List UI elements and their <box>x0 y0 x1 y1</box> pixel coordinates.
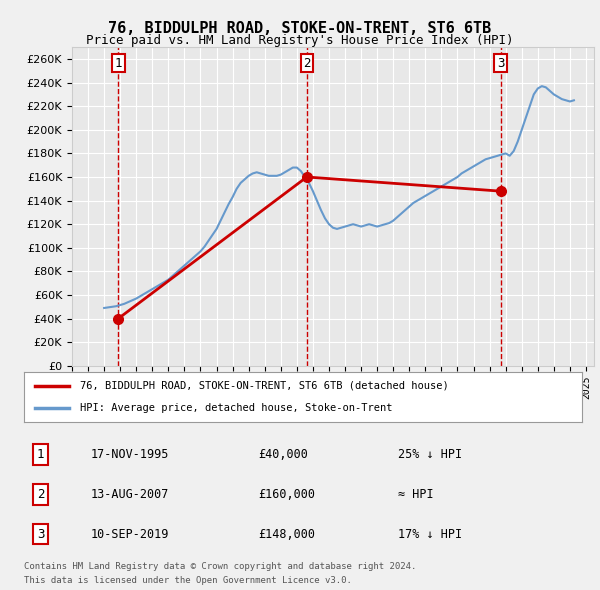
Text: 3: 3 <box>497 57 505 70</box>
Text: £148,000: £148,000 <box>259 527 316 540</box>
Text: £40,000: £40,000 <box>259 448 308 461</box>
Text: 1: 1 <box>115 57 122 70</box>
Text: HPI: Average price, detached house, Stoke-on-Trent: HPI: Average price, detached house, Stok… <box>80 403 392 413</box>
Text: This data is licensed under the Open Government Licence v3.0.: This data is licensed under the Open Gov… <box>24 576 352 585</box>
Text: Contains HM Land Registry data © Crown copyright and database right 2024.: Contains HM Land Registry data © Crown c… <box>24 562 416 571</box>
Text: 2: 2 <box>303 57 311 70</box>
Text: 17% ↓ HPI: 17% ↓ HPI <box>398 527 462 540</box>
Text: 10-SEP-2019: 10-SEP-2019 <box>91 527 169 540</box>
Text: 3: 3 <box>37 527 44 540</box>
Text: 76, BIDDULPH ROAD, STOKE-ON-TRENT, ST6 6TB: 76, BIDDULPH ROAD, STOKE-ON-TRENT, ST6 6… <box>109 21 491 35</box>
Text: 1: 1 <box>37 448 44 461</box>
Text: 13-AUG-2007: 13-AUG-2007 <box>91 488 169 501</box>
Text: 17-NOV-1995: 17-NOV-1995 <box>91 448 169 461</box>
Text: Price paid vs. HM Land Registry's House Price Index (HPI): Price paid vs. HM Land Registry's House … <box>86 34 514 47</box>
Text: £160,000: £160,000 <box>259 488 316 501</box>
Text: 76, BIDDULPH ROAD, STOKE-ON-TRENT, ST6 6TB (detached house): 76, BIDDULPH ROAD, STOKE-ON-TRENT, ST6 6… <box>80 381 449 391</box>
Text: ≈ HPI: ≈ HPI <box>398 488 433 501</box>
Text: 25% ↓ HPI: 25% ↓ HPI <box>398 448 462 461</box>
Text: 2: 2 <box>37 488 44 501</box>
